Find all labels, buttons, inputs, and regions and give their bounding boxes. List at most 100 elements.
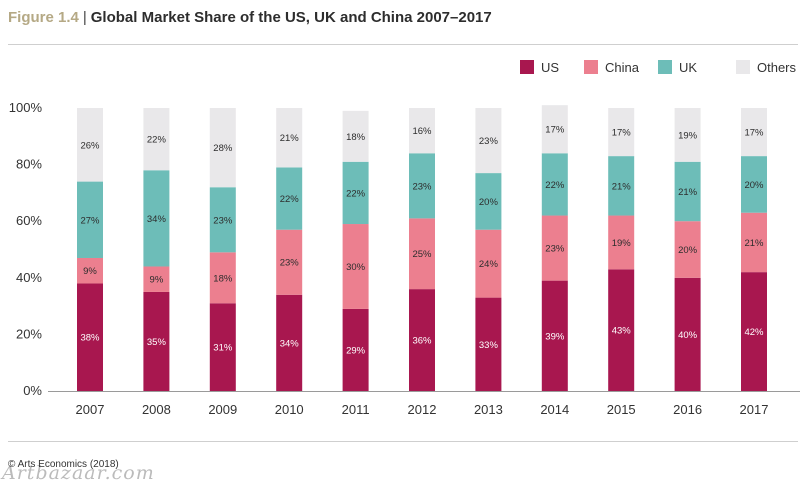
source-note: © Arts Economics (2018) bbox=[8, 459, 119, 470]
data-label-china-2008: 9% bbox=[150, 275, 164, 286]
data-label-others-2017: 17% bbox=[744, 128, 764, 139]
y-tick-label: 100% bbox=[9, 100, 43, 115]
data-label-uk-2015: 21% bbox=[612, 181, 632, 192]
bar-segment-uk-2012 bbox=[409, 153, 435, 219]
bar-segment-uk-2008 bbox=[143, 170, 170, 267]
legend-label-others: Others bbox=[757, 60, 797, 75]
bottom-rule bbox=[8, 441, 798, 442]
data-label-china-2007: 9% bbox=[83, 266, 97, 277]
legend-label-china: China bbox=[605, 60, 640, 75]
bar-segment-china-2008 bbox=[143, 266, 170, 292]
data-label-others-2015: 17% bbox=[612, 128, 632, 139]
x-tick-label: 2015 bbox=[607, 402, 636, 417]
y-tick-label: 20% bbox=[16, 326, 42, 341]
data-label-uk-2009: 23% bbox=[213, 215, 233, 226]
bar-segment-us-2015 bbox=[608, 269, 635, 391]
legend-swatch-others bbox=[736, 60, 750, 74]
x-tick-label: 2013 bbox=[474, 402, 503, 417]
data-label-uk-2007: 27% bbox=[80, 215, 100, 226]
data-label-others-2011: 18% bbox=[346, 132, 366, 143]
bar-segment-uk-2016 bbox=[674, 161, 701, 222]
bar-segment-others-2017 bbox=[741, 108, 767, 157]
bar-segment-uk-2010 bbox=[276, 167, 303, 230]
x-tick-label: 2010 bbox=[275, 402, 304, 417]
data-label-uk-2013: 20% bbox=[479, 197, 499, 208]
bar-segment-us-2009 bbox=[209, 303, 236, 391]
x-tick-label: 2008 bbox=[142, 402, 171, 417]
bar-segment-others-2015 bbox=[608, 108, 635, 157]
data-label-china-2012: 25% bbox=[412, 249, 432, 260]
x-tick-label: 2017 bbox=[740, 402, 769, 417]
data-label-uk-2016: 21% bbox=[678, 187, 698, 198]
chart-title: Global Market Share of the US, UK and Ch… bbox=[90, 9, 492, 26]
bar-segment-uk-2011 bbox=[342, 161, 369, 225]
top-rule bbox=[8, 44, 798, 45]
data-label-uk-2017: 20% bbox=[744, 180, 764, 191]
data-label-us-2016: 40% bbox=[678, 330, 698, 341]
bar-segment-china-2015 bbox=[608, 215, 635, 270]
data-label-us-2014: 39% bbox=[545, 331, 565, 342]
bar-segment-others-2012 bbox=[409, 108, 435, 154]
x-tick-label: 2012 bbox=[408, 402, 437, 417]
data-label-others-2012: 16% bbox=[412, 126, 432, 137]
legend-swatch-us bbox=[520, 60, 534, 74]
figure-label: Figure 1.4 bbox=[8, 9, 79, 26]
data-label-uk-2008: 34% bbox=[147, 214, 167, 225]
bar-segment-uk-2013 bbox=[475, 173, 502, 230]
chart-header: Figure 1.4 | Global Market Share of the US… bbox=[8, 8, 798, 36]
bar-segment-uk-2009 bbox=[209, 187, 236, 253]
x-tick-label: 2009 bbox=[208, 402, 237, 417]
data-label-us-2007: 38% bbox=[80, 333, 100, 344]
data-label-others-2013: 23% bbox=[479, 136, 499, 147]
data-label-china-2009: 18% bbox=[213, 273, 233, 284]
data-label-us-2009: 31% bbox=[213, 343, 233, 354]
bar-segment-uk-2015 bbox=[608, 156, 635, 216]
bar-segment-uk-2014 bbox=[541, 153, 568, 216]
bar-segment-others-2007 bbox=[77, 108, 103, 182]
data-label-others-2007: 26% bbox=[80, 140, 100, 151]
bar-segment-us-2013 bbox=[475, 297, 502, 391]
x-tick-label: 2011 bbox=[342, 402, 370, 417]
bar-segment-china-2013 bbox=[475, 229, 502, 298]
data-label-china-2010: 23% bbox=[280, 258, 300, 269]
data-label-others-2009: 28% bbox=[213, 143, 233, 154]
data-label-others-2014: 17% bbox=[545, 125, 565, 136]
bar-segment-china-2010 bbox=[276, 229, 303, 295]
bar-segment-us-2010 bbox=[276, 294, 303, 391]
data-label-others-2008: 22% bbox=[147, 135, 167, 146]
x-tick-label: 2014 bbox=[540, 402, 569, 417]
y-tick-label: 80% bbox=[16, 157, 42, 172]
bar-segment-others-2016 bbox=[674, 108, 701, 162]
bar-segment-others-2013 bbox=[475, 108, 502, 174]
watermark: Artbazaar.com bbox=[2, 462, 155, 484]
y-tick-label: 0% bbox=[23, 383, 42, 398]
data-label-china-2014: 23% bbox=[545, 244, 565, 255]
title-separator: | bbox=[82, 9, 87, 26]
legend-label-uk: UK bbox=[679, 60, 697, 75]
y-tick-label: 40% bbox=[16, 270, 42, 285]
data-label-china-2016: 20% bbox=[678, 245, 698, 256]
legend-swatch-uk bbox=[658, 60, 672, 74]
data-label-uk-2011: 22% bbox=[346, 188, 366, 199]
bar-segment-others-2008 bbox=[143, 108, 170, 171]
bar-segment-others-2014 bbox=[541, 105, 568, 154]
data-label-china-2015: 19% bbox=[612, 238, 632, 249]
bar-segment-us-2017 bbox=[741, 272, 767, 391]
bar-segment-us-2011 bbox=[342, 308, 369, 391]
data-label-us-2013: 33% bbox=[479, 340, 499, 351]
legend-swatch-china bbox=[584, 60, 598, 74]
y-tick-label: 60% bbox=[16, 213, 42, 228]
data-label-others-2016: 19% bbox=[678, 130, 698, 141]
bar-segment-us-2008 bbox=[143, 291, 170, 391]
bar-segment-china-2016 bbox=[674, 221, 701, 278]
data-label-uk-2014: 22% bbox=[545, 180, 565, 191]
data-label-uk-2010: 22% bbox=[280, 194, 300, 205]
bar-segment-china-2011 bbox=[342, 224, 369, 309]
x-tick-label: 2016 bbox=[673, 402, 702, 417]
bar-segment-uk-2007 bbox=[77, 181, 103, 258]
bar-segment-uk-2017 bbox=[741, 156, 767, 213]
bar-segment-others-2011 bbox=[342, 110, 369, 162]
bar-segment-china-2014 bbox=[541, 215, 568, 281]
bar-segment-others-2009 bbox=[209, 108, 236, 188]
bar-segment-us-2007 bbox=[77, 283, 103, 391]
